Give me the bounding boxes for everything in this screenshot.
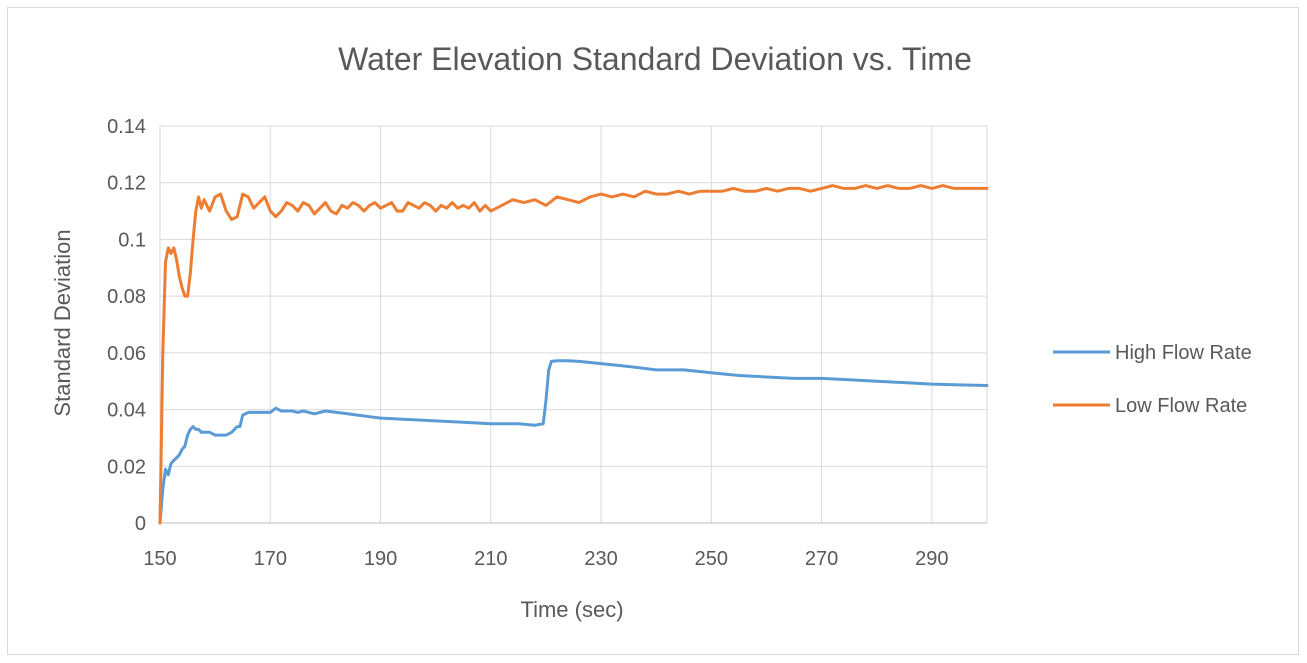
series-line-low-flow-rate [158, 184, 989, 525]
y-axis-label: Standard Deviation [50, 229, 75, 416]
y-tick-label: 0.02 [107, 456, 146, 478]
x-tick-label: 210 [474, 548, 507, 570]
legend: High Flow Rate Low Flow Rate [1053, 342, 1252, 417]
x-tick-label: 270 [805, 548, 838, 570]
x-tick-label: 250 [695, 548, 728, 570]
y-tick-label: 0.12 [107, 173, 146, 195]
y-tick-label: 0.06 [107, 343, 146, 365]
series-lines [158, 184, 989, 525]
x-axis-label: Time (sec) [520, 597, 623, 622]
y-tick-label: 0.04 [107, 400, 146, 422]
x-tick-label: 290 [915, 548, 948, 570]
x-tick-label: 150 [143, 548, 176, 570]
axes: 0 0.02 0.04 0.06 0.08 0.1 0.12 0.14 150 170 190 210… [107, 116, 987, 570]
legend-label: High Flow Rate [1115, 342, 1252, 364]
chart-frame [7, 7, 1299, 655]
x-tick-label: 230 [584, 548, 617, 570]
y-tick-label: 0 [135, 513, 146, 535]
x-tick-label: 170 [254, 548, 287, 570]
chart-title: Water Elevation Standard Deviation vs. T… [338, 41, 972, 77]
y-tick-label: 0.14 [107, 116, 146, 138]
series-line-high-flow-rate [158, 359, 989, 525]
y-tick-label: 0.08 [107, 286, 146, 308]
y-tick-label: 0.1 [118, 229, 146, 251]
x-tick-label: 190 [364, 548, 397, 570]
legend-label: Low Flow Rate [1115, 395, 1247, 417]
